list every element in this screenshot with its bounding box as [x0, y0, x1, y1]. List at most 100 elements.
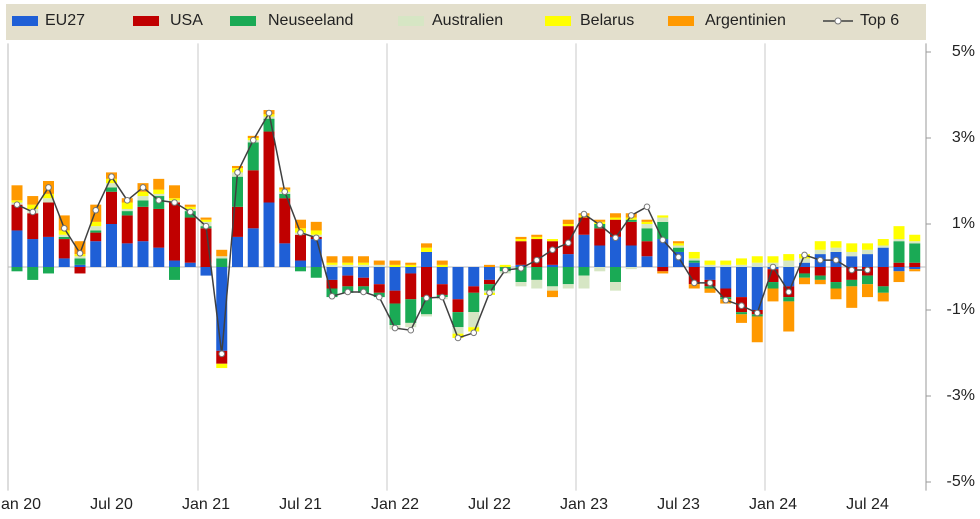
bar-segment	[74, 258, 86, 265]
bar-segment	[121, 211, 133, 216]
bar-segment	[531, 234, 543, 237]
bar-segment	[11, 230, 23, 267]
bar-segment	[625, 221, 637, 246]
line-marker	[769, 263, 777, 271]
legend-label: Argentinien	[705, 12, 786, 29]
bar-segment	[830, 247, 842, 252]
bar-segment	[43, 236, 54, 267]
bar-segment	[783, 297, 795, 302]
bar-segment	[200, 217, 212, 220]
bar-segment	[468, 292, 480, 313]
bar-segment	[862, 275, 873, 285]
bar-segment	[799, 258, 810, 263]
bar-segment	[767, 288, 779, 302]
bar-segment	[484, 279, 495, 285]
bar-segment	[452, 267, 464, 300]
bar-segment	[547, 264, 558, 267]
line-marker	[92, 206, 100, 214]
bar-segment	[310, 267, 322, 278]
line-marker	[171, 199, 178, 206]
bar-segment	[310, 230, 322, 235]
bar-segment	[389, 264, 401, 267]
line-marker	[60, 225, 68, 232]
bar-segment	[893, 271, 905, 283]
bar-segment	[137, 191, 149, 197]
bar-segment	[389, 303, 401, 326]
line-marker	[612, 234, 619, 242]
bar-segment	[169, 267, 180, 280]
bar-segment	[909, 234, 921, 242]
bar-segment	[58, 230, 70, 235]
bar-segment	[342, 264, 354, 267]
bar-segment	[342, 256, 354, 263]
bar-segment	[279, 243, 291, 267]
bar-segment	[515, 239, 527, 242]
bar-segment	[484, 284, 495, 291]
line-marker	[265, 109, 273, 117]
bar-segment	[688, 251, 700, 259]
bar-segment	[783, 254, 795, 261]
line-marker	[690, 279, 698, 287]
bar-segment	[200, 219, 212, 222]
bar-segment	[436, 267, 448, 285]
bar-segment	[704, 264, 716, 267]
bar-segment	[846, 243, 858, 252]
line-marker	[45, 184, 52, 191]
bar-segment	[846, 279, 858, 287]
bar-segment	[562, 284, 574, 289]
bar-segment	[499, 264, 511, 267]
bar-segment	[484, 264, 495, 267]
bar-segment	[877, 239, 889, 246]
bar-segment	[247, 170, 259, 229]
line-marker	[643, 203, 651, 211]
bar-segment	[515, 282, 527, 287]
line-marker	[706, 279, 714, 287]
bar-segment	[389, 260, 401, 265]
line-marker	[486, 289, 493, 297]
bar-segment	[751, 256, 763, 263]
bar-segment	[862, 284, 873, 298]
bar-segment	[247, 228, 259, 267]
line-marker	[816, 256, 824, 264]
bar-segment	[688, 258, 700, 261]
bar-segment	[421, 243, 432, 248]
bar-segment	[830, 288, 842, 300]
legend-swatch	[133, 16, 159, 26]
bar-segment	[814, 275, 826, 280]
bar-segment	[153, 189, 165, 194]
bar-segment	[43, 198, 54, 203]
bar-segment	[767, 256, 779, 263]
bar-segment	[846, 286, 858, 308]
bar-segment	[578, 217, 590, 235]
bar-segment	[814, 279, 826, 285]
line-marker	[753, 309, 761, 317]
bar-segment	[736, 312, 747, 315]
bar-segment	[74, 241, 86, 255]
line-marker	[501, 266, 509, 274]
bar-segment	[720, 267, 732, 289]
bar-segment	[877, 286, 889, 293]
bar-segment	[830, 282, 842, 289]
line-marker	[186, 208, 194, 216]
bar-segment	[43, 267, 54, 274]
bar-segment	[531, 239, 543, 267]
bar-segment	[641, 219, 653, 222]
line-marker	[549, 246, 556, 254]
bar-segment	[247, 142, 259, 171]
y-tick-label: -1%	[947, 301, 975, 318]
line-marker	[391, 324, 399, 332]
line-marker	[218, 350, 226, 358]
bar-segment	[11, 185, 23, 201]
legend-label: Belarus	[580, 12, 634, 29]
legend-swatch	[668, 16, 694, 26]
bar-segment	[736, 264, 747, 267]
x-tick-label: Jan 21	[182, 496, 230, 513]
line-marker	[155, 197, 163, 204]
line-marker	[423, 294, 430, 302]
x-tick-label: Jan 20	[0, 496, 41, 513]
bar-segment	[358, 256, 369, 263]
bar-segment	[405, 299, 417, 323]
bar-segment	[263, 131, 275, 203]
bar-segment	[641, 221, 653, 224]
bar-segment	[547, 290, 558, 298]
